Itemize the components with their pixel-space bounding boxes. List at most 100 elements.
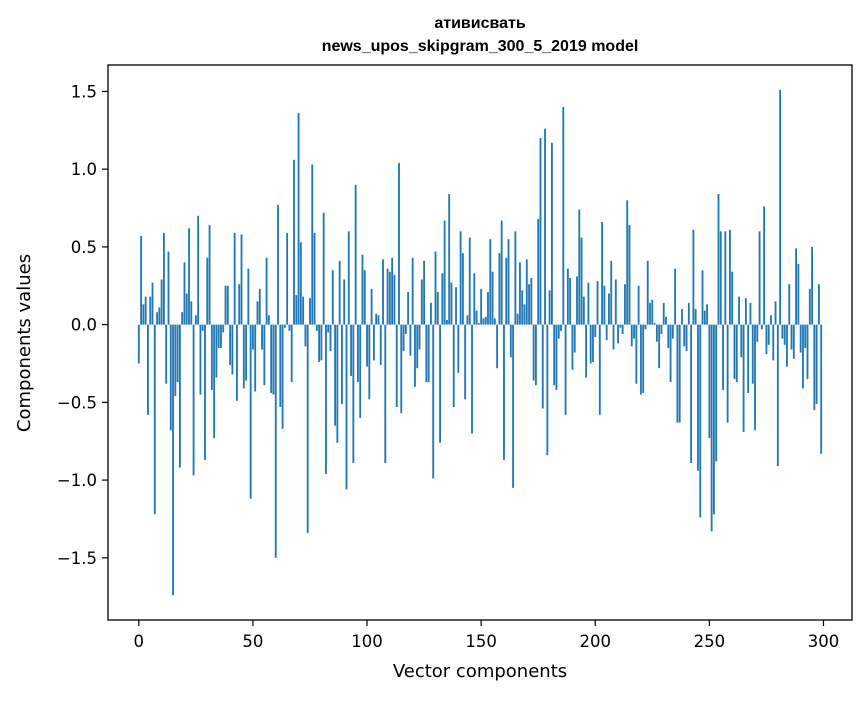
bar-3 <box>144 296 147 325</box>
bar-13 <box>167 251 170 325</box>
bar-181 <box>550 142 553 325</box>
bar-117 <box>404 324 407 334</box>
bar-278 <box>772 324 775 361</box>
bar-27 <box>199 324 202 395</box>
bar-257 <box>724 231 727 325</box>
bar-270 <box>754 324 756 431</box>
bar-279 <box>774 301 777 325</box>
bar-147 <box>473 273 476 325</box>
bar-271 <box>756 324 759 342</box>
bar-262 <box>735 324 738 383</box>
bar-260 <box>731 271 734 325</box>
bar-133 <box>441 273 444 325</box>
bar-135 <box>446 319 448 325</box>
bar-255 <box>719 231 722 325</box>
y-tick-label: −0.5 <box>57 393 97 412</box>
bar-180 <box>548 290 551 325</box>
bar-294 <box>808 288 811 325</box>
bar-44 <box>238 284 241 325</box>
bar-41 <box>231 324 234 375</box>
bar-176 <box>539 138 542 325</box>
bar-40 <box>229 324 232 366</box>
bar-4 <box>147 324 149 415</box>
bar-55 <box>263 324 266 386</box>
bar-64 <box>283 324 286 328</box>
bar-283 <box>783 324 786 345</box>
bar-183 <box>555 324 558 390</box>
bar-232 <box>667 324 670 348</box>
bar-63 <box>281 324 284 429</box>
bar-120 <box>411 257 414 325</box>
x-tick-label: 200 <box>580 632 612 651</box>
bar-128 <box>430 302 432 325</box>
bar-42 <box>233 232 236 325</box>
bar-298 <box>818 284 820 325</box>
bar-16 <box>174 324 177 397</box>
bar-126 <box>425 324 428 383</box>
bar-220 <box>639 324 642 395</box>
bar-91 <box>345 324 348 490</box>
bar-189 <box>569 277 572 325</box>
bar-263 <box>738 296 740 325</box>
bar-73 <box>304 324 307 347</box>
y-tick-label: 0.0 <box>71 316 97 335</box>
bar-225 <box>651 299 654 325</box>
bar-34 <box>215 324 218 378</box>
bar-5 <box>149 296 152 325</box>
bar-136 <box>448 194 451 325</box>
bar-226 <box>653 323 656 325</box>
bar-142 <box>461 253 464 325</box>
bar-109 <box>386 268 389 325</box>
bar-184 <box>557 324 560 339</box>
bar-6 <box>151 282 154 325</box>
bar-159 <box>500 220 503 325</box>
bar-213 <box>624 284 626 325</box>
bar-211 <box>619 324 622 328</box>
bar-65 <box>286 232 289 325</box>
bar-200 <box>594 324 597 338</box>
bar-17 <box>176 324 179 383</box>
bar-196 <box>585 324 588 378</box>
bar-105 <box>377 315 380 325</box>
bar-296 <box>813 324 816 411</box>
bars <box>137 89 823 596</box>
bar-236 <box>676 324 679 423</box>
x-axis-ticks: 0 50 100 150 200 250 300 <box>134 620 839 651</box>
bar-207 <box>610 260 613 325</box>
y-tick-label: 1.0 <box>71 160 97 179</box>
bar-100 <box>366 324 368 367</box>
bar-157 <box>496 324 499 369</box>
bar-145 <box>468 237 471 325</box>
bar-48 <box>247 268 250 325</box>
bar-242 <box>690 324 693 463</box>
bar-170 <box>525 259 528 325</box>
bar-36 <box>220 324 222 348</box>
bar-289 <box>797 263 800 325</box>
bar-46 <box>242 324 245 389</box>
bar-169 <box>523 304 526 325</box>
bar-22 <box>188 228 190 325</box>
bar-164 <box>512 324 515 488</box>
bar-70 <box>297 113 300 325</box>
bar-76 <box>311 164 314 325</box>
bar-155 <box>491 271 494 325</box>
bar-156 <box>493 318 496 325</box>
bar-241 <box>687 302 690 325</box>
bar-82 <box>325 324 327 474</box>
bar-173 <box>532 324 535 381</box>
bar-96 <box>356 324 359 383</box>
bar-208 <box>612 324 615 350</box>
bar-233 <box>669 324 672 383</box>
bar-246 <box>699 324 702 518</box>
bar-192 <box>576 276 578 325</box>
bar-292 <box>804 324 807 348</box>
bar-93 <box>350 324 352 376</box>
bar-256 <box>722 324 724 390</box>
bar-224 <box>649 302 651 325</box>
bar-191 <box>573 324 576 353</box>
bar-186 <box>562 106 565 325</box>
chart-title-line-1: ативисвать <box>434 15 526 32</box>
bar-177 <box>541 324 544 409</box>
